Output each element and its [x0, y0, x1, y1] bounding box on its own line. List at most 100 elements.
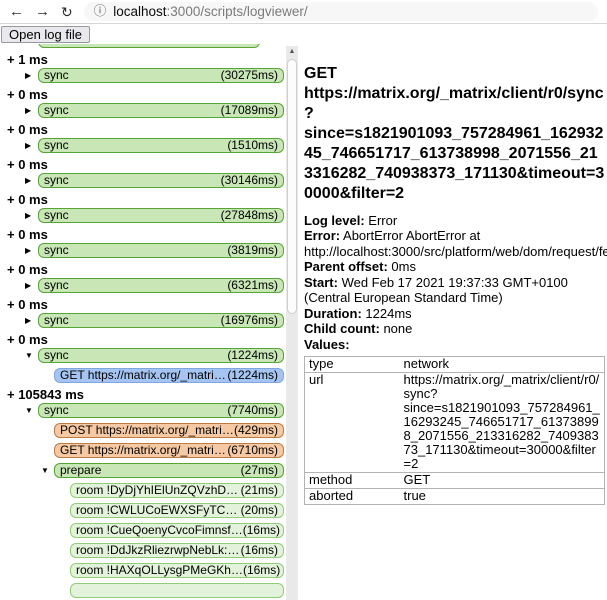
detail-field: Parent offset: 0ms [304, 259, 605, 275]
item-caption: GET https://matrix.org/_matri… [60, 367, 226, 382]
detail-field: Duration: 1224ms [304, 306, 605, 322]
item-caption: prepare [60, 462, 102, 477]
value-key: url [304, 372, 400, 473]
value-value: true [399, 488, 605, 505]
item-duration: (16ms) [240, 542, 278, 557]
log-item[interactable]: room !HAXqOLLysgPMeGKh… (16ms) [70, 562, 284, 578]
log-item[interactable]: sync (16976ms) [38, 312, 284, 328]
item-duration: (3819ms) [227, 242, 278, 257]
scroll-up-icon[interactable]: ▲ [288, 47, 296, 55]
log-item[interactable]: sync (30275ms) [38, 67, 284, 83]
item-caption: sync [44, 137, 69, 152]
item-duration: (16ms) [242, 522, 281, 537]
log-item[interactable]: POST https://matrix.org/_matri… (429ms) [54, 422, 284, 438]
field-value: Wed Feb 17 2021 19:37:33 GMT+0100 (Centr… [304, 274, 568, 306]
log-item[interactable]: sync (7740ms) [38, 402, 284, 418]
url-host: localhost [113, 4, 167, 19]
item-duration: (1224ms) [227, 367, 278, 382]
detail-field: Log level: Error [304, 213, 605, 229]
log-tree: + 1 ms ▶ sync (30275ms) + 0 ms ▶ sync (17089ms)… [0, 43, 300, 600]
item-caption: sync [44, 172, 69, 187]
expand-arrow-icon[interactable]: ▶ [25, 140, 32, 150]
values-row: url https://matrix.org/_matrix/client/r0/… [304, 372, 605, 473]
field-label: Duration: [304, 305, 362, 321]
back-icon[interactable]: ← [9, 3, 24, 20]
item-duration: (16ms) [242, 562, 281, 577]
log-item[interactable]: room !DyDjYhIElUnZQVzhD… (21ms) [70, 482, 284, 498]
log-item-selected[interactable]: GET https://matrix.org/_matri… (1224ms) [54, 367, 284, 383]
log-item[interactable]: room !CWLUCoEWXSFyTC… (20ms) [70, 502, 284, 518]
browser-toolbar: ← → ↻ ⓘ localhost:3000/scripts/logviewer… [0, 0, 607, 24]
expand-arrow-icon[interactable]: ▶ [25, 175, 32, 185]
log-item[interactable]: sync (3819ms) [38, 242, 284, 258]
tree-scrollbar[interactable]: ▲ [286, 45, 298, 600]
expand-arrow-icon[interactable]: ▶ [25, 280, 32, 290]
item-duration: (27ms) [240, 462, 278, 477]
log-item[interactable]: prepare (27ms) [54, 462, 284, 478]
detail-field: Error: AbortError AbortError at http://l… [304, 228, 607, 259]
expand-arrow-icon[interactable]: ▶ [25, 210, 32, 220]
values-row: type network [305, 357, 605, 373]
value-key: method [304, 472, 400, 489]
detail-panel: GET https://matrix.org/_matrix/client/r0… [300, 44, 607, 600]
log-item[interactable]: sync (6321ms) [38, 277, 284, 293]
field-label: Child count: [304, 321, 380, 336]
detail-field: Start: Wed Feb 17 2021 19:37:33 GMT+0100… [304, 275, 605, 306]
item-caption: room !HAXqOLLysgPMeGKh… [76, 562, 243, 577]
item-caption: sync [44, 277, 69, 292]
tree-timestamp: + 0 ms [7, 296, 48, 312]
tree-rows: + 1 ms ▶ sync (30275ms) + 0 ms ▶ sync (17089ms)… [0, 43, 300, 598]
value-value: network [403, 356, 450, 371]
item-duration: (17089ms) [220, 102, 278, 117]
log-item[interactable]: sync (1224ms) [38, 347, 284, 363]
log-item[interactable]: room !CueQoenyCvcoFimnsf… (16ms) [70, 522, 284, 538]
log-item[interactable]: room !DdJkzRliezrwpNebLk:… (16ms) [70, 542, 284, 558]
log-item[interactable]: sync (17089ms) [38, 102, 284, 118]
field-label: Parent offset: [304, 259, 388, 274]
url-path: :3000/scripts/logviewer/ [166, 4, 308, 19]
item-caption: sync [44, 242, 69, 257]
collapse-arrow-icon[interactable]: ▼ [25, 405, 33, 415]
log-item[interactable]: sync (1510ms) [38, 137, 284, 153]
site-info-icon[interactable]: ⓘ [93, 4, 107, 19]
tree-timestamp: + 0 ms [7, 121, 48, 137]
expand-arrow-icon[interactable]: ▶ [25, 245, 32, 255]
field-value: none [379, 321, 413, 336]
tree-timestamp: + 105843 ms [7, 386, 84, 402]
forward-icon[interactable]: → [35, 3, 50, 20]
expand-arrow-icon[interactable]: ▶ [25, 70, 32, 80]
log-item[interactable]: sync (30146ms) [38, 172, 284, 188]
log-item[interactable] [38, 43, 260, 48]
item-caption: sync [44, 102, 69, 117]
expand-arrow-icon[interactable]: ▶ [25, 315, 32, 325]
log-item[interactable] [70, 582, 284, 598]
value-value: GET [399, 472, 605, 489]
field-value: Error [364, 212, 398, 228]
item-duration: (27848ms) [220, 207, 278, 222]
expand-arrow-icon[interactable]: ▶ [25, 105, 32, 115]
field-label: Log level: [304, 212, 365, 228]
item-duration: (1224ms) [227, 347, 278, 362]
detail-title: GET https://matrix.org/_matrix/client/r0… [304, 64, 605, 202]
url-bar[interactable]: ⓘ localhost:3000/scripts/logviewer/ [83, 2, 598, 21]
open-log-file-button[interactable]: Open log file [1, 26, 90, 43]
tree-timestamp: + 0 ms [7, 226, 48, 242]
logviewer-page: Open log file + 1 ms ▶ sync (30275ms) + 0 ms… [0, 24, 607, 600]
tree-scrollbar-thumb[interactable] [287, 58, 297, 314]
item-duration: (429ms) [233, 422, 278, 437]
log-item[interactable]: GET https://matrix.org/_matri… (6710ms) [54, 442, 284, 458]
log-item[interactable]: sync (27848ms) [38, 207, 284, 223]
field-value: AbortError AbortError at http://localhos… [304, 228, 607, 259]
tree-timestamp: + 1 ms [7, 51, 48, 67]
item-caption: sync [44, 347, 69, 362]
item-duration: (1510ms) [227, 137, 278, 152]
collapse-arrow-icon[interactable]: ▼ [25, 350, 33, 360]
item-caption: sync [44, 312, 69, 327]
collapse-arrow-icon[interactable]: ▼ [41, 465, 49, 475]
item-duration: (20ms) [240, 502, 278, 517]
values-table: type network url https://matrix.org/_matrix… [304, 356, 605, 505]
reload-icon[interactable]: ↻ [61, 3, 73, 20]
tree-timestamp: + 0 ms [7, 86, 48, 102]
item-duration: (21ms) [240, 482, 278, 497]
values-row: method GET [304, 472, 605, 489]
